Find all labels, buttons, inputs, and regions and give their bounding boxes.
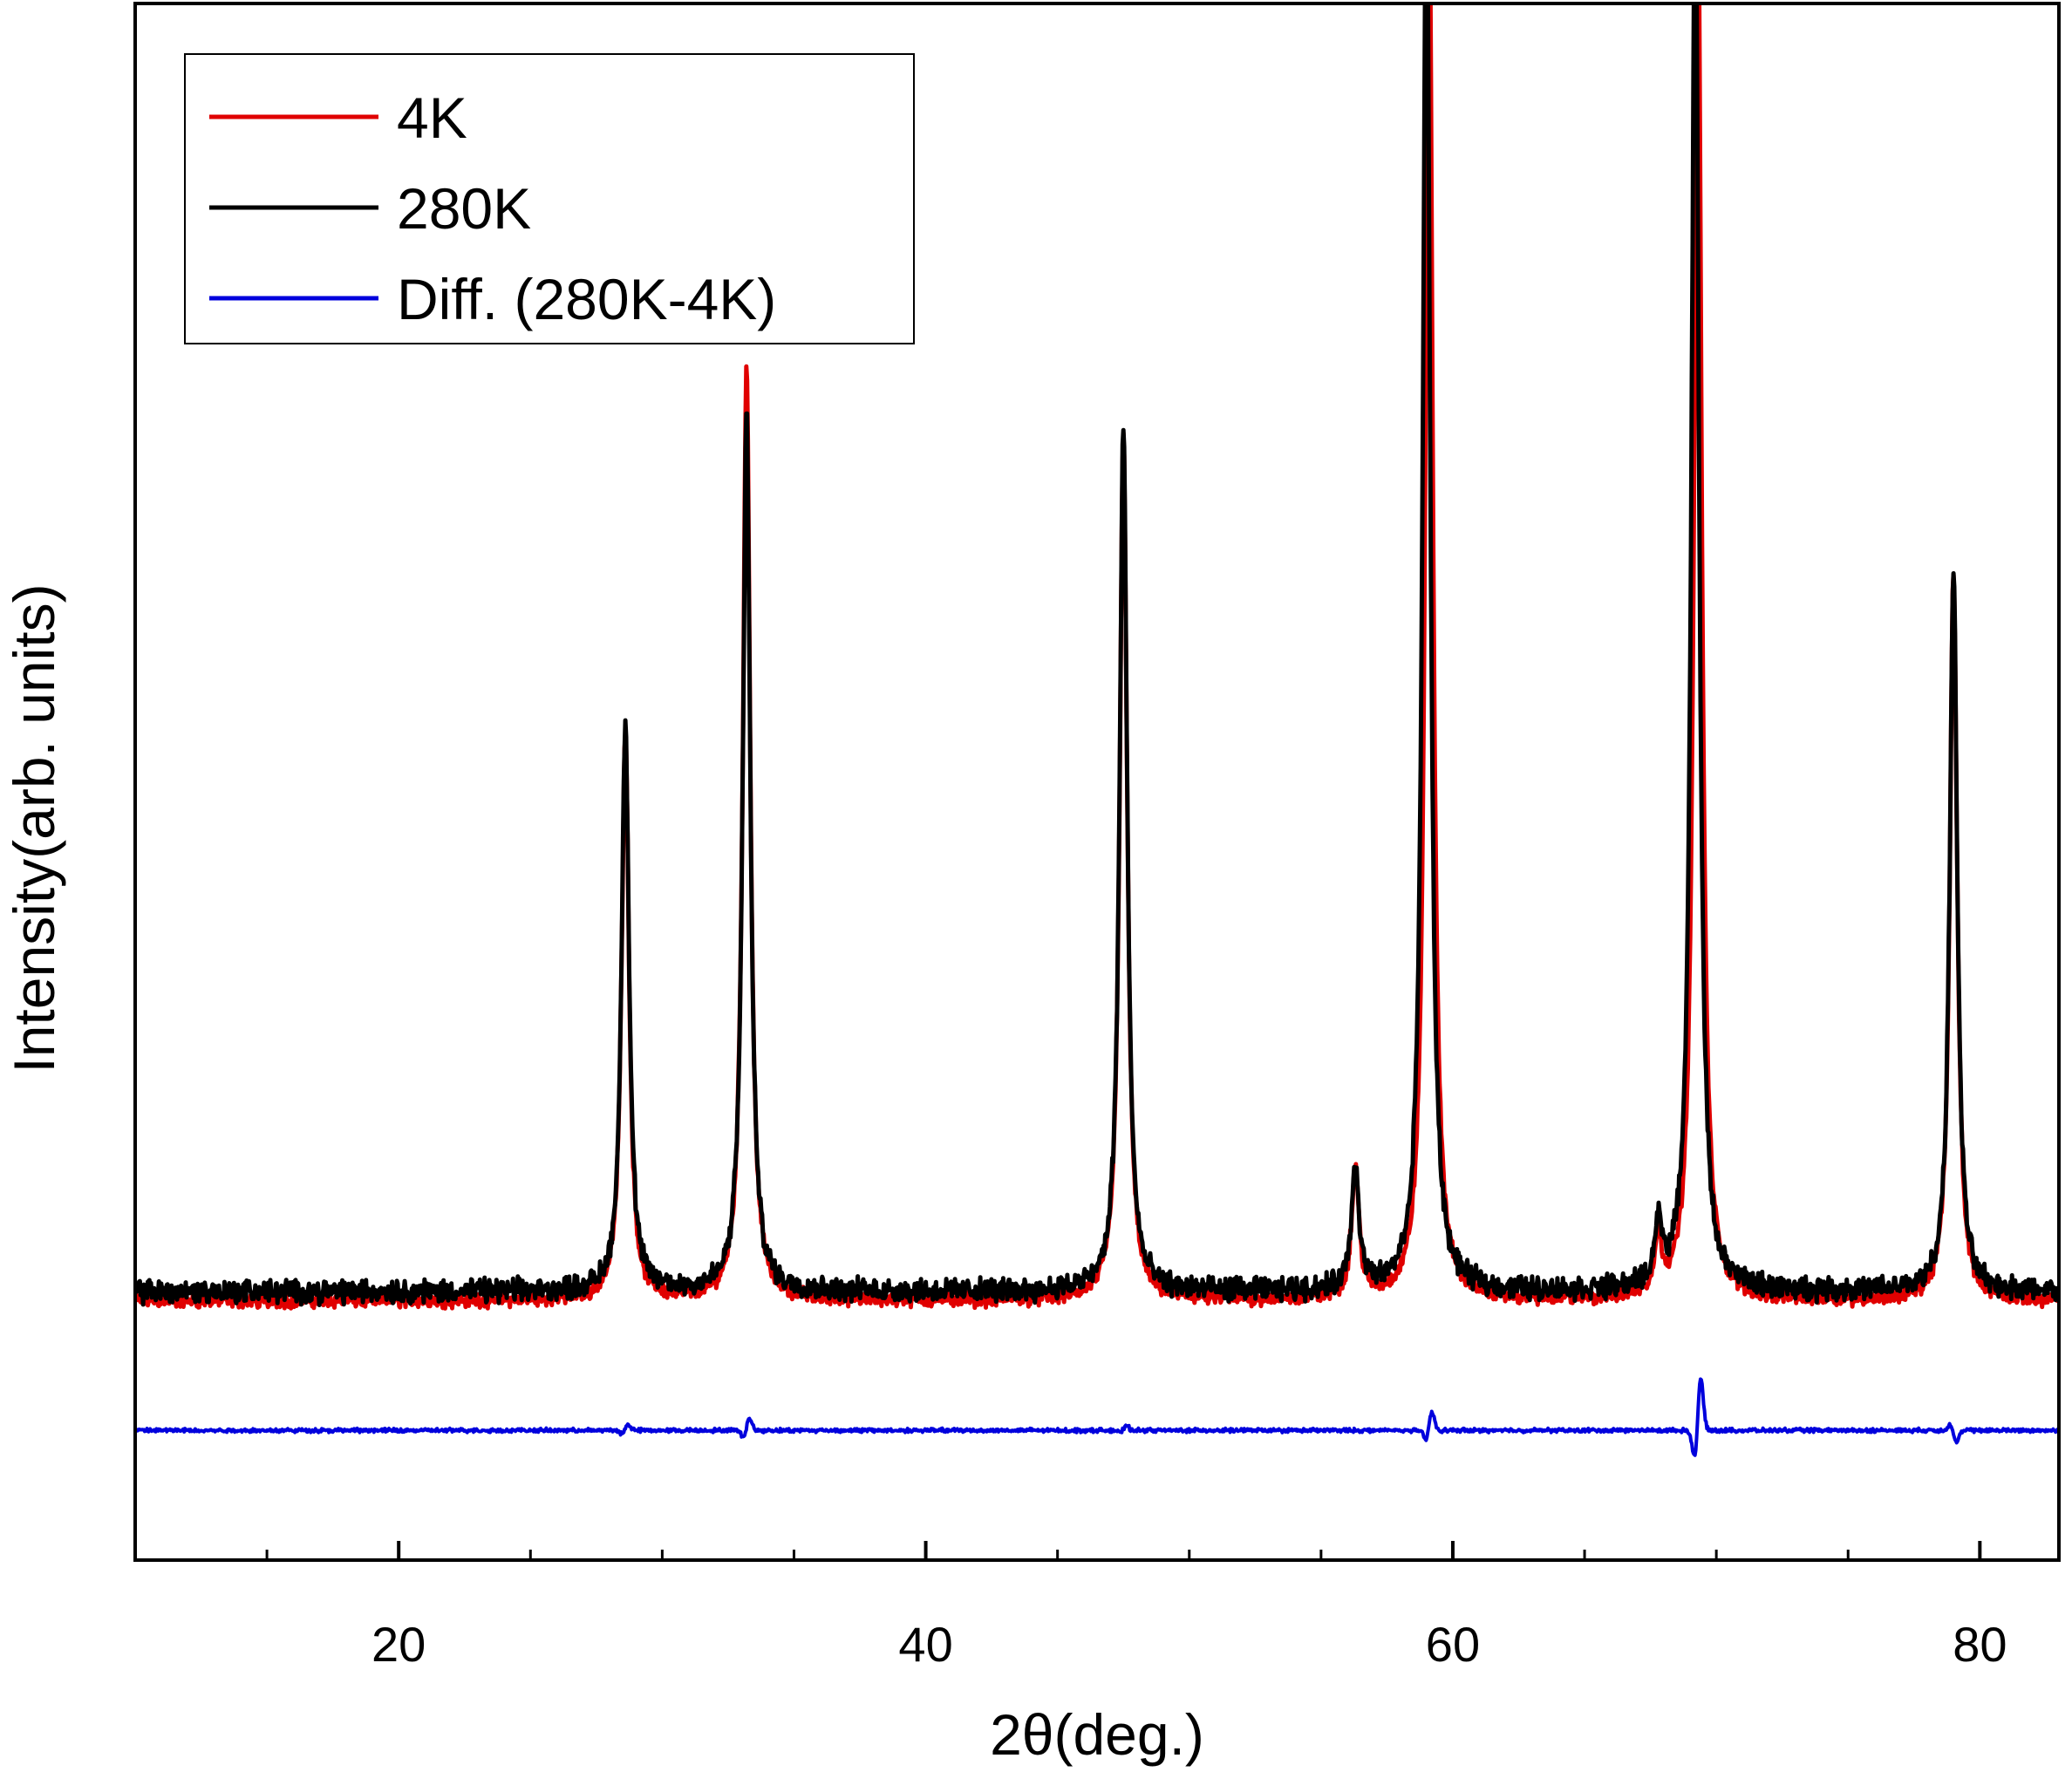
plot-series bbox=[135, 3, 2059, 1457]
series-line-280k bbox=[135, 3, 2059, 1307]
y-axis-title: Intensity(arb. units) bbox=[2, 583, 66, 1073]
legend-label-280k: 280K bbox=[397, 176, 531, 241]
x-tick-label: 60 bbox=[1426, 1617, 1480, 1672]
x-axis-ticks: 20 40 60 80 bbox=[133, 1541, 2007, 1672]
series-line-diff bbox=[135, 1377, 2059, 1457]
legend-label-4k: 4K bbox=[397, 85, 467, 150]
x-tick-label: 80 bbox=[1953, 1617, 2007, 1672]
legend: 4K 280K Diff. (280K-4K) bbox=[184, 53, 915, 344]
x-axis-title: 2θ(deg.) bbox=[990, 1702, 1204, 1767]
x-tick-label: 40 bbox=[898, 1617, 952, 1672]
legend-label-diff: Diff. (280K-4K) bbox=[397, 267, 776, 331]
legend-box bbox=[184, 53, 915, 344]
x-tick-label: 20 bbox=[371, 1617, 426, 1672]
plot-frame bbox=[133, 2, 2061, 1562]
